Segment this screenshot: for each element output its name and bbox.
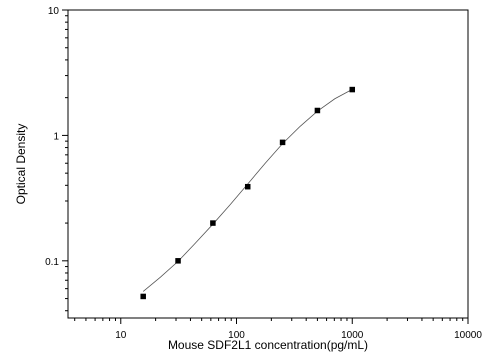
x-tick-label: 1000 [341, 330, 364, 341]
plot-frame [67, 9, 469, 319]
ticks-layer: 10 100 1000 10000 0.1 1 10 [45, 6, 482, 341]
data-point [175, 258, 181, 264]
data-point [210, 220, 216, 226]
points-layer [140, 86, 356, 300]
data-point [244, 183, 251, 190]
x-tick-label: 10000 [454, 330, 482, 341]
fit-curve [142, 88, 353, 292]
x-tick-label: 100 [228, 330, 245, 341]
y-tick-label: 10 [48, 6, 60, 17]
data-point [279, 139, 286, 146]
y-tick-label: 0.1 [45, 257, 59, 268]
data-point [140, 293, 146, 300]
y-tick-label: 1 [53, 131, 59, 142]
data-point [349, 86, 356, 93]
y-axis-label: Optical Density [14, 124, 28, 205]
data-point [314, 107, 321, 114]
x-axis-label: Mouse SDF2L1 concentration(pg/mL) [168, 338, 368, 352]
x-tick-label: 10 [115, 330, 127, 341]
labels-layer: Mouse SDF2L1 concentration(pg/mL) Optica… [14, 124, 368, 352]
